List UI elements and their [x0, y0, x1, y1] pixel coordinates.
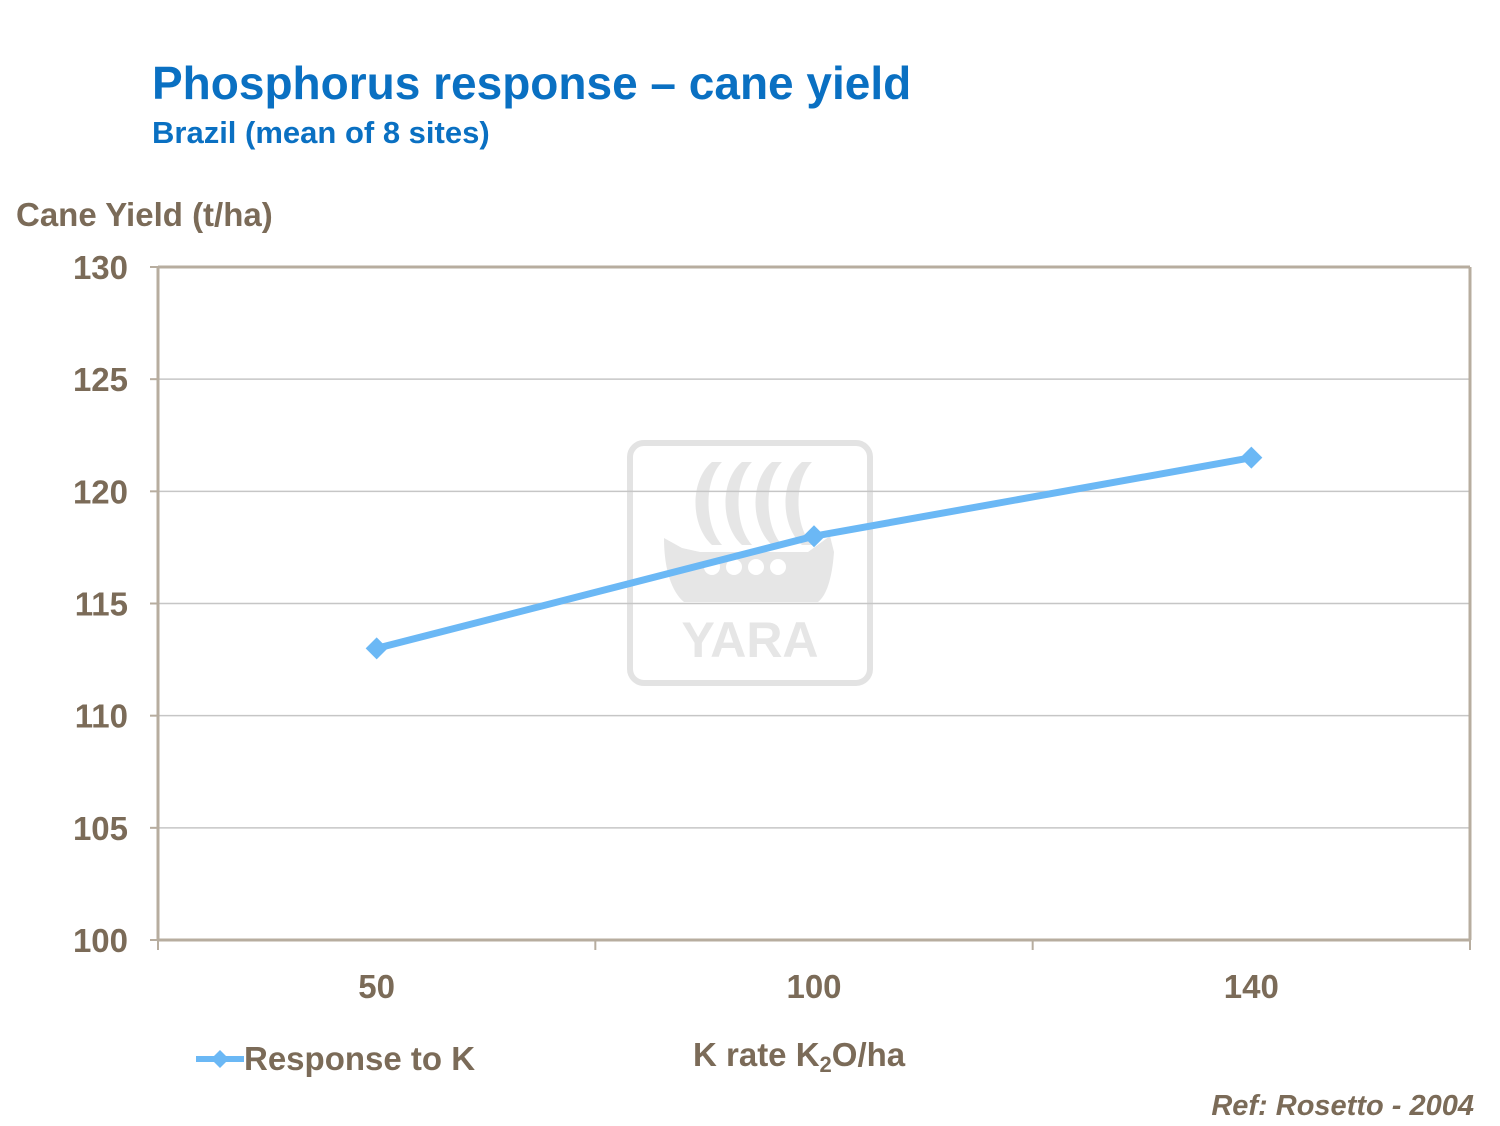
chart-subtitle: Brazil (mean of 8 sites): [152, 115, 490, 150]
data-point: [365, 637, 388, 660]
x-tick-label: 50: [358, 968, 395, 1005]
y-tick-label: 125: [73, 361, 128, 398]
x-axis-label-rest: O/ha: [831, 1036, 906, 1073]
x-tick-label: 100: [786, 968, 841, 1005]
y-tick-label: 105: [73, 810, 128, 847]
y-tick-label: 120: [73, 473, 128, 510]
watermark-text: YARA: [681, 612, 818, 668]
data-point: [803, 525, 825, 548]
legend: Response to K: [196, 1040, 475, 1078]
y-tick-label: 100: [73, 922, 128, 959]
x-tick-label: 140: [1224, 968, 1279, 1005]
y-axis-label: Cane Yield (t/ha): [16, 196, 273, 233]
yara-watermark: YARA: [627, 440, 873, 686]
watermark-frame: [627, 440, 873, 686]
legend-label: Response to K: [244, 1040, 476, 1077]
x-axis-label-main: K rate K: [693, 1036, 820, 1073]
y-tick-label: 130: [73, 249, 128, 286]
y-tick-label: 115: [75, 586, 128, 623]
data-point: [1240, 446, 1263, 469]
chart-title: Phosphorus response – cane yield: [152, 57, 912, 109]
x-axis-label: K rate K2O/ha: [693, 1036, 905, 1078]
reference-note: Ref: Rosetto - 2004: [1211, 1090, 1474, 1122]
y-tick-label: 110: [75, 698, 128, 735]
legend-series-marker: [196, 1050, 244, 1068]
x-axis-label-subscript: 2: [819, 1052, 832, 1077]
